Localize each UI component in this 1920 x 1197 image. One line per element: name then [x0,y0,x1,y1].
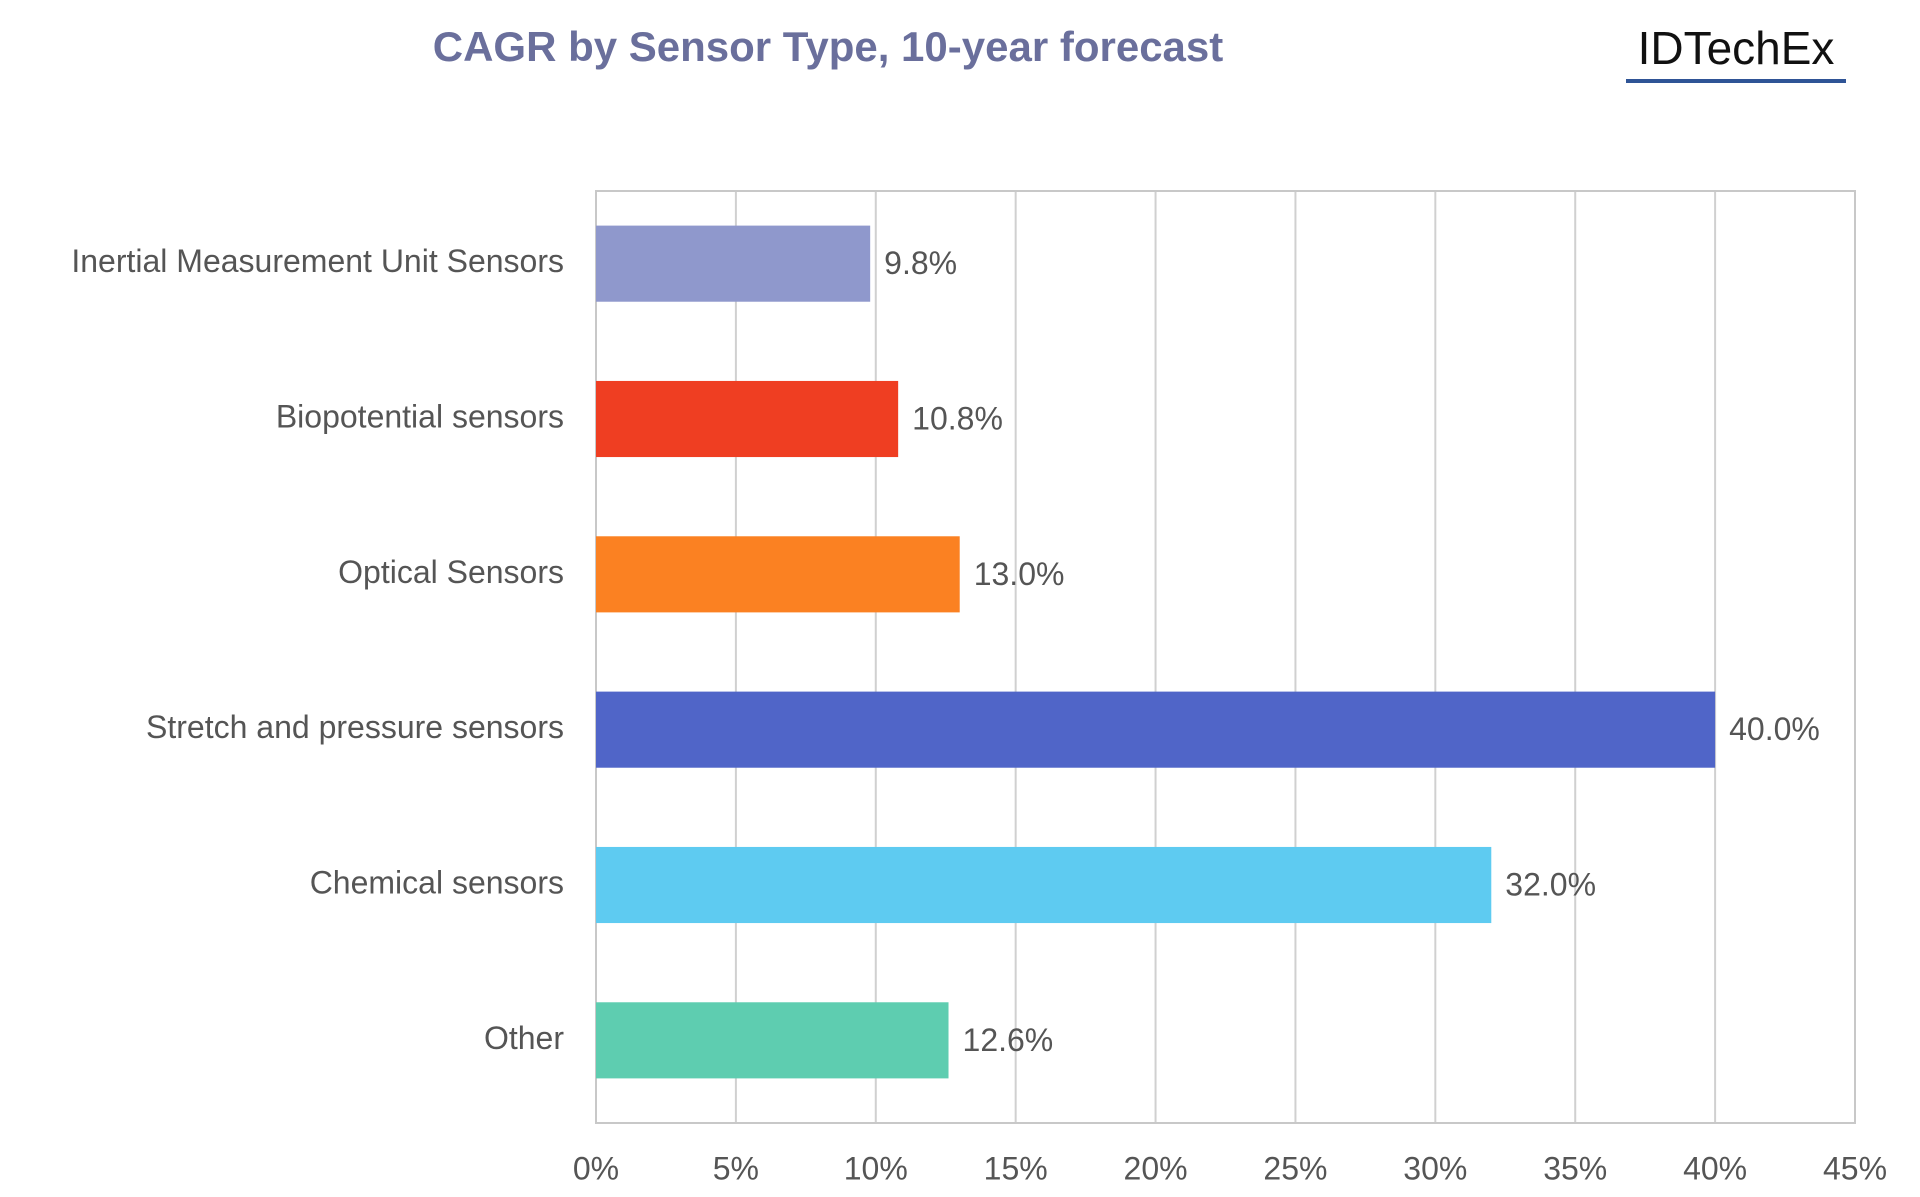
logo-underline [1626,79,1846,83]
x-tick-label: 5% [713,1150,759,1186]
data-label: 10.8% [912,400,1003,436]
x-tick-label: 25% [1263,1150,1327,1186]
y-tick-label: Biopotential sensors [276,398,564,434]
x-tick-label: 15% [984,1150,1048,1186]
y-tick-label: Chemical sensors [310,864,564,900]
x-tick-label: 20% [1124,1150,1188,1186]
bar [596,380,899,458]
bar [596,1002,949,1079]
plot-border [595,190,1856,1124]
y-tick-label: Stretch and pressure sensors [146,709,564,745]
y-tick-label: Optical Sensors [338,554,564,590]
y-tick-label: Inertial Measurement Unit Sensors [71,243,564,279]
logo: IDTechEx [1638,22,1835,74]
x-tick-label: 35% [1543,1150,1607,1186]
data-label: 32.0% [1505,866,1596,902]
y-tick-label: Other [484,1020,564,1056]
x-tick-label: 0% [573,1150,619,1186]
data-label: 9.8% [884,245,957,281]
chart-title: CAGR by Sensor Type, 10-year forecast [433,23,1224,70]
x-tick-label: 40% [1683,1150,1747,1186]
data-label: 40.0% [1729,711,1820,747]
data-label: 13.0% [974,556,1065,592]
bar [596,536,960,613]
bar [596,691,1716,768]
x-tick-label: 45% [1823,1150,1887,1186]
bar [596,225,871,302]
x-tick-label: 10% [844,1150,908,1186]
data-label: 12.6% [963,1022,1054,1058]
bar [596,846,1492,924]
x-tick-label: 30% [1403,1150,1467,1186]
